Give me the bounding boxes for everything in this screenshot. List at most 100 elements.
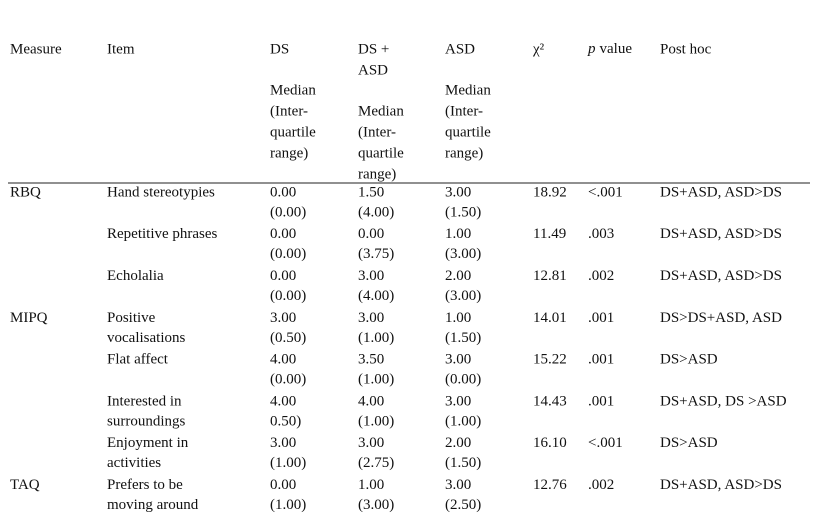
header-p: p xyxy=(587,41,596,57)
table-cell: activities xyxy=(107,455,161,471)
table-cell: 3.00 xyxy=(445,477,471,493)
table-cell: Positive xyxy=(107,310,156,326)
table-cell: (0.00) xyxy=(270,288,306,304)
table-cell: vocalisations xyxy=(107,330,185,346)
table-cell: 0.00 xyxy=(270,184,296,200)
table-cell: (0.00) xyxy=(270,204,306,220)
header-p-value: p value xyxy=(587,41,632,57)
table-cell: DS+ASD, ASD>DS xyxy=(660,226,782,242)
table-cell: .002 xyxy=(588,477,614,493)
header-p-rest: value xyxy=(600,41,633,57)
table-cell: surroundings xyxy=(107,413,185,429)
header-subcell: Median xyxy=(358,103,404,119)
table-cell: DS>DS+ASD, ASD xyxy=(660,310,782,326)
table-cell: Repetitive phrases xyxy=(107,226,218,242)
table-cell: Hand stereotypies xyxy=(107,184,215,200)
header-cell: Post hoc xyxy=(660,41,712,57)
table-cell: 4.00 xyxy=(270,352,296,368)
table-cell: 16.10 xyxy=(533,435,567,451)
header-subcell: Median xyxy=(445,82,491,98)
table-cell: (3.75) xyxy=(358,246,394,262)
table-cell: DS+ASD, ASD>DS xyxy=(660,268,782,284)
table-cell: (3.00) xyxy=(445,246,481,262)
table-cell: 0.00 xyxy=(270,226,296,242)
table-cell: (1.00) xyxy=(358,330,394,346)
table-cell: 3.00 xyxy=(358,268,384,284)
table-cell: 3.00 xyxy=(270,435,296,451)
table-cell: 12.76 xyxy=(533,477,567,493)
table-cell: DS+ASD, DS >ASD xyxy=(660,393,787,409)
table-cell: <.001 xyxy=(588,184,623,200)
table-cell: 0.00 xyxy=(270,477,296,493)
table-cell: Prefers to be xyxy=(107,477,183,493)
table-cell: 15.22 xyxy=(533,352,567,368)
table-cell: 3.00 xyxy=(270,310,296,326)
table-cell: 0.00 xyxy=(270,268,296,284)
header-subcell: quartile xyxy=(270,124,316,140)
table-cell: (4.00) xyxy=(358,288,394,304)
header-cell: Item xyxy=(107,41,135,57)
table-cell: .001 xyxy=(588,393,614,409)
table-cell: <.001 xyxy=(588,435,623,451)
table-cell: .001 xyxy=(588,352,614,368)
table-cell: (0.00) xyxy=(445,372,481,388)
table-cell: TAQ xyxy=(10,477,40,493)
table-cell: DS>ASD xyxy=(660,435,718,451)
header-cell: ASD xyxy=(358,62,388,78)
table-cell: (3.00) xyxy=(358,497,394,513)
header-subcell: range) xyxy=(358,166,396,182)
table-cell: .002 xyxy=(588,268,614,284)
table-cell: DS+ASD, ASD>DS xyxy=(660,184,782,200)
table-cell: (1.00) xyxy=(358,413,394,429)
table-cell: (2.75) xyxy=(358,455,394,471)
table-cell: 3.50 xyxy=(358,352,384,368)
header-cell: χ² xyxy=(532,41,545,57)
header-cell: ASD xyxy=(445,41,475,57)
table-cell: (3.00) xyxy=(445,288,481,304)
table-cell: 3.00 xyxy=(445,393,471,409)
header-cell: Measure xyxy=(10,41,62,57)
table-cell: 0.00 xyxy=(358,226,384,242)
table-cell: (1.50) xyxy=(445,330,481,346)
table-cell: 2.00 xyxy=(445,435,471,451)
table-cell: 14.43 xyxy=(533,393,567,409)
header-subcell: quartile xyxy=(358,145,404,161)
table-cell: (0.00) xyxy=(270,246,306,262)
header-subcell: (Inter- xyxy=(270,103,308,119)
table-cell: DS+ASD, ASD>DS xyxy=(660,477,782,493)
header-subcell: range) xyxy=(445,145,483,161)
table-cell: DS>ASD xyxy=(660,352,718,368)
table-cell: 0.50) xyxy=(270,413,301,429)
table-cell: (0.50) xyxy=(270,330,306,346)
header-subcell: Median xyxy=(270,82,316,98)
table-cell: 11.49 xyxy=(533,226,566,242)
table-cell: 4.00 xyxy=(358,393,384,409)
table-cell: Interested in xyxy=(107,393,182,409)
table-cell: 1.00 xyxy=(445,226,471,242)
table-cell: 12.81 xyxy=(533,268,567,284)
header-subcell: range) xyxy=(270,145,308,161)
table-cell: .001 xyxy=(588,310,614,326)
table-cell: .003 xyxy=(588,226,614,242)
header-subcell: (Inter- xyxy=(445,103,483,119)
table-cell: Flat affect xyxy=(107,352,169,368)
table-cell: MIPQ xyxy=(10,310,48,326)
header-subcell: quartile xyxy=(445,124,491,140)
table-cell: (4.00) xyxy=(358,204,394,220)
table-cell: RBQ xyxy=(10,184,41,200)
table-cell: (1.00) xyxy=(358,372,394,388)
table-cell: 3.00 xyxy=(445,184,471,200)
table-cell: 18.92 xyxy=(533,184,567,200)
table-cell: 1.00 xyxy=(445,310,471,326)
header-cell: DS + xyxy=(358,41,389,57)
header-subcell: (Inter- xyxy=(358,124,396,140)
table-cell: 4.00 xyxy=(270,393,296,409)
table-cell: (1.00) xyxy=(270,497,306,513)
table-cell: Enjoyment in xyxy=(107,435,189,451)
table-cell: (1.50) xyxy=(445,455,481,471)
table-cell: 14.01 xyxy=(533,310,567,326)
header-cell: DS xyxy=(270,41,289,57)
table-cell: (2.50) xyxy=(445,497,481,513)
